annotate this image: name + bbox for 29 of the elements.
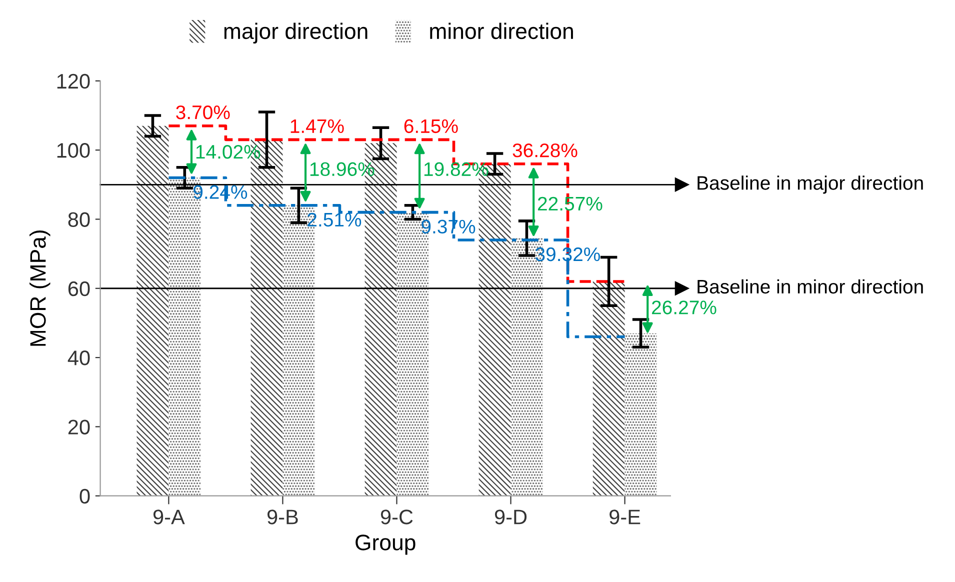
bar <box>136 126 169 496</box>
x-tick-label: 9-A <box>153 510 185 524</box>
x-tick-label: 9-D <box>494 510 527 524</box>
y-tick-label: 100 <box>57 143 90 158</box>
y-tick-label: 120 <box>57 74 90 89</box>
y-tick-label: 20 <box>68 420 90 434</box>
bar <box>592 281 625 496</box>
x-tick-label: 9-C <box>380 510 413 524</box>
x-tick-label: 9-B <box>267 510 298 524</box>
annotation: 39.32% <box>535 247 600 262</box>
annotation: 3.70% <box>176 105 230 120</box>
annotation: 6.15% <box>404 119 458 134</box>
y-tick-label: 0 <box>80 488 90 504</box>
ref-line-label: Baseline in major direction <box>698 176 923 194</box>
x-axis-title: Group <box>356 534 416 555</box>
annotation: 26.27% <box>652 300 716 314</box>
legend-label: major direction <box>224 22 368 44</box>
bar <box>624 333 657 496</box>
x-tick-label: 9-E <box>610 510 640 524</box>
annotation: 2.51% <box>308 212 362 227</box>
annotation: 22.57% <box>538 196 602 211</box>
annotation: 1.47% <box>290 119 344 133</box>
annotation: 36.28% <box>512 144 578 158</box>
legend-label: minor direction <box>430 22 573 40</box>
y-tick-label: 60 <box>68 281 90 296</box>
ref-line-label: Baseline in minor direction <box>698 279 923 294</box>
y-axis-title: MOR (MPa) <box>30 230 50 346</box>
y-tick-label: 40 <box>68 350 90 366</box>
y-tick-label: 80 <box>68 212 90 227</box>
